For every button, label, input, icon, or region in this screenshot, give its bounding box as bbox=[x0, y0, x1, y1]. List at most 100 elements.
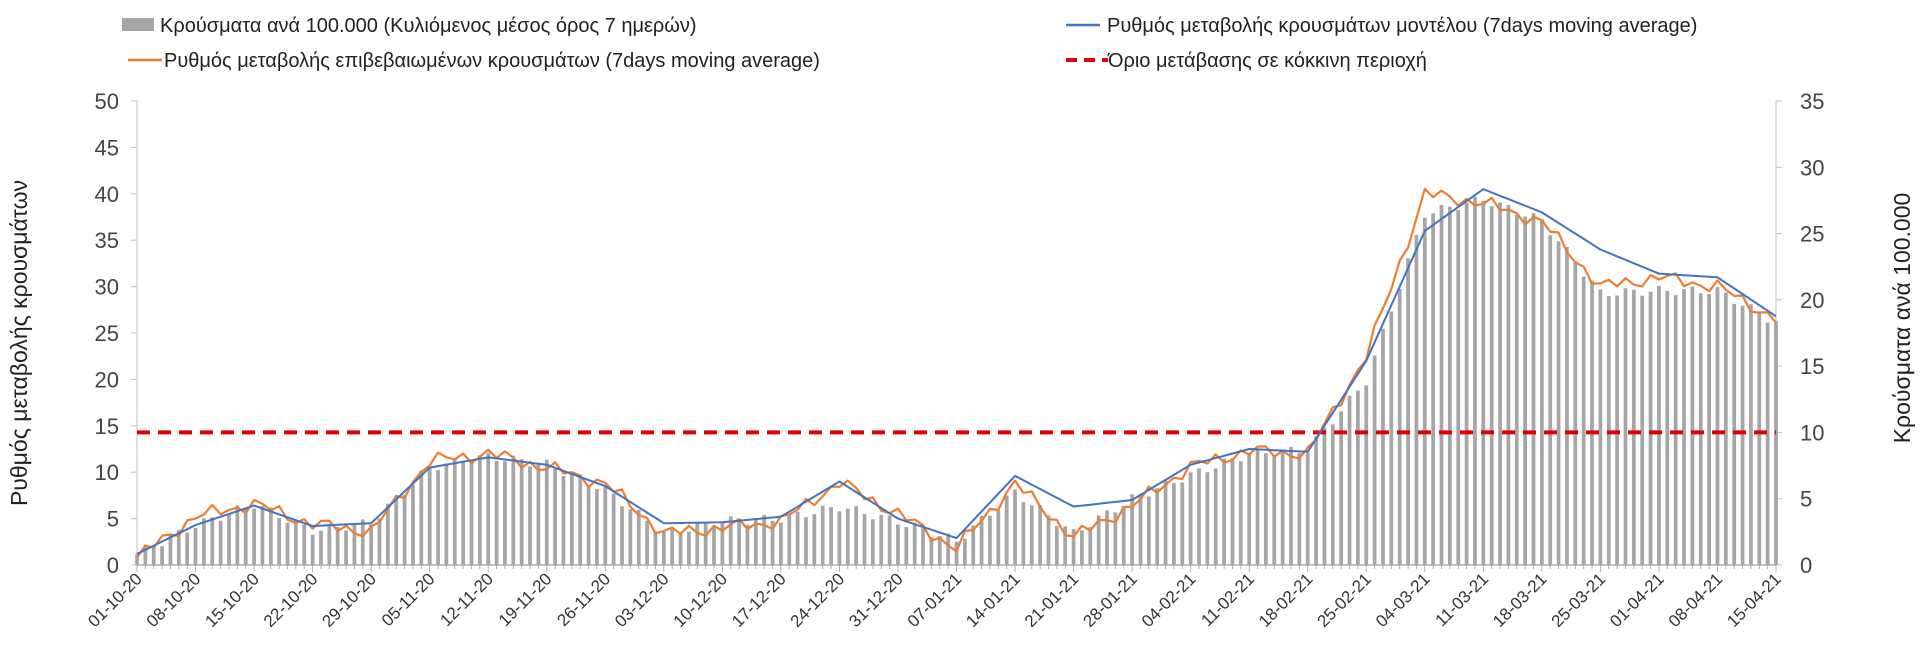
case-bar bbox=[1640, 295, 1645, 565]
case-bar bbox=[553, 468, 557, 565]
case-bar bbox=[1531, 213, 1536, 566]
case-bar bbox=[1581, 276, 1586, 565]
case-bar bbox=[1289, 446, 1293, 565]
case-bar bbox=[1205, 472, 1210, 565]
case-bar bbox=[143, 545, 148, 565]
case-bar bbox=[1682, 289, 1686, 565]
case-bar bbox=[887, 515, 892, 565]
case-bar bbox=[1690, 286, 1695, 565]
case-bar bbox=[804, 517, 808, 565]
case-bar bbox=[1523, 216, 1528, 565]
legend-label-bars: Κρούσματα ανά 100.000 (Κυλιόμενος μέσος … bbox=[160, 15, 697, 37]
case-bar bbox=[1623, 288, 1628, 565]
case-bar bbox=[1565, 246, 1569, 566]
y-axis-title-left: Ρυθμός μεταβολής κρουσμάτων bbox=[6, 180, 32, 506]
legend: Κρούσματα ανά 100.000 (Κυλιόμενος μέσος … bbox=[122, 15, 1697, 72]
case-bar bbox=[1364, 385, 1369, 565]
case-bar bbox=[1631, 289, 1636, 565]
legend-label-model: Ρυθμός μεταβολής κρουσμάτων μοντέλου (7d… bbox=[1107, 15, 1697, 37]
case-bar bbox=[135, 554, 139, 565]
case-bar bbox=[1004, 495, 1009, 565]
case-bar bbox=[912, 522, 917, 565]
case-bar bbox=[1548, 235, 1553, 566]
case-bar bbox=[1222, 458, 1226, 565]
case-bar bbox=[678, 532, 683, 565]
case-bar bbox=[795, 511, 800, 565]
case-bar bbox=[1230, 458, 1235, 565]
x-axis-tick-label: 07-01-21 bbox=[904, 569, 966, 631]
case-bar bbox=[1054, 526, 1059, 565]
case-bar bbox=[854, 506, 859, 565]
x-axis-tick-label: 29-10-20 bbox=[318, 569, 380, 631]
case-bar bbox=[252, 508, 256, 565]
case-bar bbox=[1389, 311, 1394, 565]
case-bar bbox=[904, 527, 909, 565]
case-bar bbox=[728, 516, 733, 565]
x-axis-tick-label: 15-10-20 bbox=[201, 569, 263, 631]
case-bar bbox=[1598, 289, 1603, 565]
right-axis-tick-label: 10 bbox=[1800, 420, 1824, 445]
case-bar bbox=[494, 460, 499, 565]
case-bar bbox=[394, 495, 399, 565]
case-bar bbox=[1615, 295, 1619, 565]
case-bar bbox=[1163, 480, 1168, 565]
case-bar bbox=[1447, 206, 1452, 565]
x-axis-tick-label: 22-10-20 bbox=[260, 569, 322, 631]
legend-swatch-bars bbox=[122, 18, 154, 31]
case-bar bbox=[1155, 488, 1160, 565]
case-bar bbox=[1272, 456, 1277, 565]
case-bar bbox=[611, 493, 616, 565]
case-bar bbox=[385, 503, 390, 565]
case-bar bbox=[1013, 489, 1017, 565]
left-axis-tick-label: 30 bbox=[95, 275, 119, 300]
case-bar bbox=[1673, 295, 1678, 565]
case-bar bbox=[1121, 505, 1126, 565]
case-bar bbox=[661, 531, 666, 565]
case-bar bbox=[310, 534, 315, 565]
case-bar bbox=[670, 527, 675, 565]
case-bar bbox=[377, 518, 382, 565]
case-bar bbox=[185, 532, 190, 565]
case-bar bbox=[979, 516, 984, 565]
case-bar bbox=[1481, 200, 1486, 565]
case-bar bbox=[1071, 528, 1076, 565]
case-bar bbox=[561, 475, 566, 565]
case-bar bbox=[227, 513, 231, 565]
case-bar bbox=[837, 511, 842, 565]
plot-area: 0 5 10 15 20 25 30 35 40 45 50 0 5 10 15 20 25 30 35 01-10-… bbox=[84, 89, 1824, 631]
case-bar bbox=[1556, 241, 1561, 565]
case-bar bbox=[411, 484, 415, 565]
case-bar bbox=[1757, 312, 1762, 565]
x-axis-tick-label: 17-12-20 bbox=[728, 569, 790, 631]
case-bar bbox=[745, 524, 750, 565]
case-bar bbox=[1138, 494, 1143, 565]
case-bar bbox=[1514, 214, 1519, 565]
case-bar bbox=[1130, 494, 1134, 565]
x-axis-tick-label: 21-01-21 bbox=[1021, 569, 1083, 631]
x-axis-tick-label: 25-03-21 bbox=[1548, 569, 1610, 631]
case-bar bbox=[243, 507, 248, 565]
case-bar bbox=[210, 517, 215, 565]
case-bar bbox=[1029, 505, 1034, 565]
case-bar bbox=[260, 506, 265, 565]
x-axis-tick-label: 05-11-20 bbox=[378, 569, 439, 630]
x-axis-tick-label: 31-12-20 bbox=[845, 569, 907, 631]
case-bar bbox=[636, 509, 641, 565]
case-bar bbox=[469, 463, 474, 565]
case-bar bbox=[1774, 321, 1778, 565]
case-bar bbox=[528, 466, 532, 565]
case-bar bbox=[1698, 293, 1703, 565]
case-bar bbox=[1473, 196, 1477, 566]
left-axis-tick-label: 50 bbox=[95, 89, 119, 114]
case-bar bbox=[1414, 234, 1419, 565]
x-axis-tick-label: 18-03-21 bbox=[1489, 569, 1551, 631]
case-bar bbox=[712, 527, 716, 565]
case-bar bbox=[569, 473, 574, 565]
case-bar bbox=[452, 457, 457, 565]
case-bar bbox=[996, 509, 1001, 565]
case-bar bbox=[1590, 280, 1594, 565]
left-axis-tick-label: 20 bbox=[95, 367, 119, 392]
case-bar bbox=[962, 538, 967, 565]
case-bar bbox=[1648, 291, 1653, 565]
